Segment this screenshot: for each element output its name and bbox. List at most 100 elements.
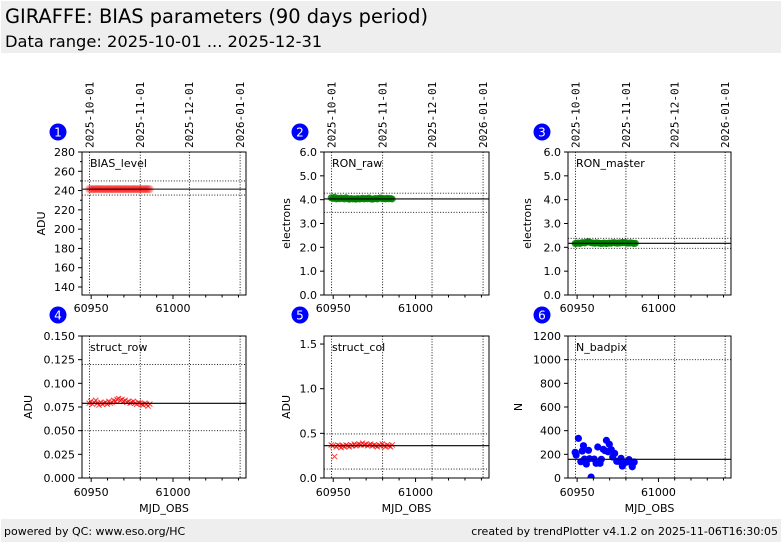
- x-axis-label: MJD_OBS: [382, 502, 432, 515]
- x-tick-label: 60950: [74, 486, 109, 499]
- y-tick-label: 280: [54, 146, 75, 159]
- data-point: [366, 442, 373, 448]
- y-tick-label: 3.0: [300, 218, 318, 231]
- date-tick-label: 2026-01-01: [234, 82, 247, 148]
- badge-number: 3: [538, 125, 546, 139]
- y-tick-label: 5.0: [300, 170, 318, 183]
- axes-frame: [567, 151, 732, 296]
- panel-label: RON_master: [576, 157, 645, 170]
- badge-circle-icon: [49, 306, 67, 324]
- badge-number: 5: [296, 308, 304, 322]
- data-point: [389, 442, 396, 448]
- x-tick-label: 61000: [398, 486, 433, 499]
- y-tick-label: 0.0: [300, 289, 318, 302]
- panel-label: RON_raw: [332, 157, 382, 170]
- y-tick-label: 4.0: [544, 194, 562, 207]
- y-tick-label: 0.0: [544, 289, 562, 302]
- x-tick-label: 61000: [398, 302, 433, 315]
- panel-badge: 6: [533, 306, 551, 324]
- data-point: [361, 442, 368, 448]
- y-tick-label: 2.0: [300, 241, 318, 254]
- date-tick-label: 2025-10-01: [325, 82, 338, 148]
- y-tick-label: 0.5: [300, 427, 318, 440]
- data-point: [348, 442, 354, 448]
- data-point: [584, 446, 593, 454]
- badge-number: 6: [538, 308, 546, 322]
- panel-label: struct_row: [90, 341, 147, 354]
- y-tick-label: 0.075: [44, 401, 76, 414]
- data-point: [328, 442, 335, 448]
- chart-bias-level: 140 160 180 200 220 240 260 280 60950 61000 2025-1…: [35, 82, 247, 315]
- data-point: [605, 440, 613, 448]
- y-tick-label: 1.0: [300, 383, 318, 396]
- badge-circle-icon: [291, 306, 309, 324]
- date-tick-label: 2025-11-01: [620, 82, 633, 148]
- data-point: [343, 442, 350, 448]
- y-tick-label: 1.0: [300, 265, 318, 278]
- data-series: [328, 440, 396, 460]
- y-tick-label: 140: [54, 281, 75, 294]
- panel-label: struct_col: [332, 341, 385, 354]
- y-tick-label: 0.100: [44, 377, 76, 390]
- data-point: [572, 451, 580, 459]
- page-title: GIRAFFE: BIAS parameters (90 days period…: [5, 5, 429, 28]
- y-tick-label: 1000: [533, 354, 561, 367]
- data-point: [331, 453, 338, 460]
- data-point: [630, 458, 638, 466]
- x-tick-label: 60950: [560, 486, 595, 499]
- data-point: [579, 442, 588, 450]
- badge-circle-icon: [49, 123, 67, 141]
- y-tick-label: 0.150: [44, 330, 76, 343]
- plot-area: [324, 336, 489, 478]
- y-tick-label: 1.0: [544, 265, 562, 278]
- date-tick-label: 2025-12-01: [183, 82, 196, 148]
- panel-label: N_badpix: [576, 341, 627, 354]
- y-tick-label: 0.050: [44, 425, 76, 438]
- panel-badge: 3: [533, 123, 551, 141]
- y-tick-label: 3.0: [544, 218, 562, 231]
- x-tick-label: 60950: [316, 302, 351, 315]
- y-axis-label: N: [512, 403, 525, 411]
- data-point: [384, 442, 391, 448]
- x-tick-label: 61000: [641, 302, 676, 315]
- y-axis-label: electrons: [280, 198, 293, 249]
- chart-ron-master: 0.0 1.0 2.0 3.0 4.0 5.0 6.0 60950 61000 2025-10-0…: [521, 82, 732, 315]
- badge-circle-icon: [533, 306, 551, 324]
- axes-frame: [81, 335, 247, 479]
- y-tick-label: 6.0: [544, 146, 562, 159]
- y-tick-label: 220: [54, 204, 75, 217]
- y-tick-label: 6.0: [300, 146, 318, 159]
- y-tick-label: 200: [540, 448, 561, 461]
- y-tick-label: 1.5: [300, 338, 318, 351]
- date-tick-label: 2025-12-01: [669, 82, 682, 148]
- report-header: GIRAFFE: BIAS parameters (90 days period…: [1, 1, 781, 53]
- data-series: [571, 238, 639, 248]
- y-tick-label: 800: [540, 377, 561, 390]
- axes-frame: [323, 335, 490, 479]
- y-tick-label: 2.0: [544, 241, 562, 254]
- chart-n-badpix: 0 200 400 600 800 1000 1200 60950 61000 N_badpix N…: [512, 306, 732, 515]
- x-axis-label: MJD_OBS: [625, 502, 675, 515]
- data-series: [327, 193, 396, 203]
- y-tick-label: 5.0: [544, 170, 562, 183]
- plot-area: [568, 336, 731, 478]
- date-tick-label: 2025-11-01: [376, 82, 389, 148]
- plot-area: [568, 152, 731, 295]
- panel-badge: 4: [49, 306, 67, 324]
- created-by-text: created by trendPlotter v4.1.2 on 2025-1…: [471, 525, 778, 538]
- date-tick-label: 2025-12-01: [426, 82, 439, 148]
- badge-number: 1: [54, 125, 62, 139]
- chart-ron-raw: 0.0 1.0 2.0 3.0 4.0 5.0 6.0 60950 61000 2025-10-0…: [280, 82, 490, 315]
- data-series: [571, 434, 638, 478]
- plot-area: [82, 336, 246, 478]
- y-tick-label: 0.025: [44, 448, 76, 461]
- x-tick-label: 60950: [74, 302, 109, 315]
- data-point: [574, 434, 583, 442]
- y-tick-label: 0.125: [44, 354, 76, 367]
- x-tick-label: 61000: [156, 302, 191, 315]
- badge-number: 2: [296, 125, 304, 139]
- y-tick-label: 4.0: [300, 194, 318, 207]
- data-range: Data range: 2025-10-01 ... 2025-12-31: [5, 32, 323, 51]
- data-point: [104, 401, 111, 408]
- y-tick-label: 0: [554, 472, 561, 485]
